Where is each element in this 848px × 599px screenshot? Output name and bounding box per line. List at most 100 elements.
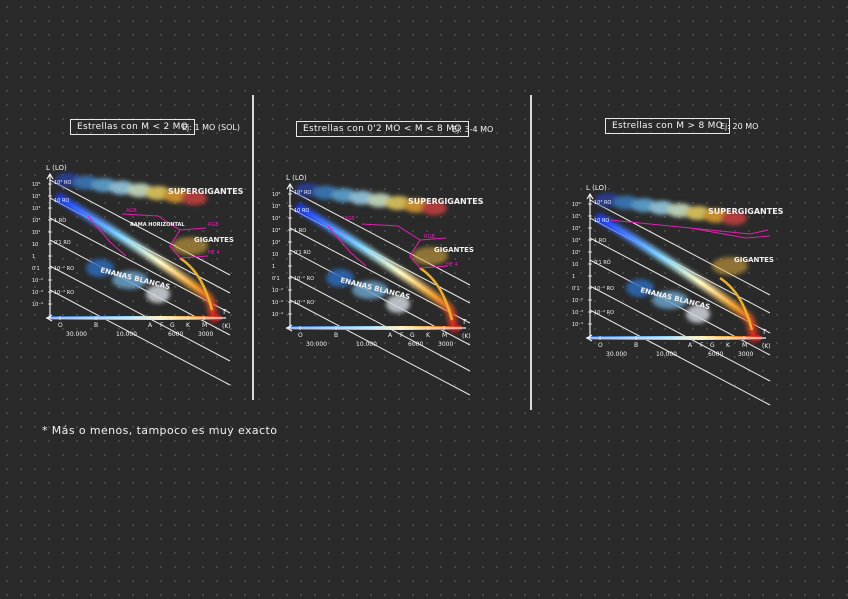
radius-line (289, 227, 471, 324)
y-axis-label: L (LO) (286, 174, 307, 182)
annotation-path (409, 239, 449, 269)
y-tick-label: 10⁻⁴ (572, 322, 583, 328)
annotation-path (609, 219, 769, 235)
white-dwarf-blob (112, 271, 148, 289)
axes (45, 172, 226, 322)
supergiant-band (55, 173, 207, 206)
radius-line (49, 179, 231, 276)
y-tick-label: 10⁵ (272, 204, 280, 210)
spectral-class-label: F (700, 342, 704, 349)
y-axis-arrow (286, 182, 294, 190)
spectral-class-label: K (426, 332, 431, 339)
white-dwarf-blob (686, 305, 710, 323)
annotation-paths (87, 213, 209, 259)
white-dwarf-band (326, 269, 410, 313)
temperature-label: 6000 (168, 331, 183, 338)
y-tick-label: 10³ (272, 228, 280, 234)
y-tick-label: 10⁻³ (572, 310, 583, 316)
annotation-label: AGB (344, 216, 355, 222)
annotation-label: RGB (208, 222, 219, 228)
spectral-class-label: O (298, 332, 303, 339)
panel-divider-2 (530, 95, 532, 410)
radius-line-label: 1 RO (294, 228, 306, 234)
radius-line-label: 0'1 RO (294, 250, 311, 256)
annotation-paths (609, 219, 771, 239)
radius-line-label: 10⁻³ RO (54, 290, 74, 296)
panel-example: Ej: 20 MO (720, 122, 759, 131)
radius-line-label: 10⁻² RO (294, 276, 314, 282)
y-axis-label: L (LO) (46, 164, 67, 172)
radius-line (589, 199, 771, 296)
temperature-label: 6000 (408, 341, 423, 348)
x-axis-arrow (285, 324, 293, 332)
radius-line-label: 10⁻³ RO (294, 300, 314, 306)
y-tick-label: 10⁻² (572, 298, 583, 304)
axes (285, 182, 466, 332)
giants-blob (412, 247, 448, 265)
spectral-class-label: A (688, 342, 693, 349)
region-label-giants: GIGANTES (434, 246, 474, 254)
radius-line (589, 237, 771, 334)
giants-blob (172, 237, 208, 255)
spectral-class-label: B (94, 322, 98, 329)
panel-title: Estrellas con M > 8 MO (605, 118, 731, 134)
spectral-class-label: M (742, 342, 747, 349)
region-label-supergiants: SUPERGIGANTES (408, 197, 484, 206)
supergiant-blob (181, 191, 207, 206)
y-tick-label: 10⁴ (272, 216, 280, 222)
y-tick-label: 10² (572, 250, 580, 256)
axes (585, 192, 766, 342)
y-tick-label: 10⁻² (32, 278, 43, 284)
supergiant-blob (721, 211, 747, 226)
annotation-label: AGB (126, 208, 137, 214)
radius-line (589, 285, 771, 382)
x-axis-label: T (221, 308, 227, 316)
spectral-class-label: A (148, 322, 153, 329)
y-tick-label: 10⁻⁴ (32, 302, 43, 308)
spectral-class-label: M (202, 322, 207, 329)
spectral-class-label: B (634, 342, 638, 349)
radius-line-label: 1 RO (594, 238, 606, 244)
radius-line-label: 0'1 RO (594, 260, 611, 266)
y-tick-label: 10⁴ (32, 206, 40, 212)
temperature-label: 10.000 (116, 331, 137, 338)
white-dwarf-band (626, 279, 710, 323)
y-tick-label: 10⁶ (272, 192, 280, 198)
temperature-label: 10.000 (356, 341, 377, 348)
y-tick-label: 10 (572, 262, 578, 268)
radius-line-label: 10 RO (54, 198, 69, 204)
white-dwarf-blob (626, 279, 654, 297)
radius-line (49, 265, 231, 362)
supergiant-blob (421, 201, 447, 216)
radius-line-label: 10⁻³ RO (594, 310, 614, 316)
white-dwarf-blob (146, 285, 170, 303)
region-label-supergiants: SUPERGIGANTES (168, 187, 244, 196)
y-tick-label: 0'1 (272, 276, 280, 282)
footnote: * Más o menos, tampoco es muy exacto (42, 424, 278, 437)
temperature-label: 10.000 (656, 351, 677, 358)
spectral-class-label: G (170, 322, 175, 329)
radius-line-label: 1 RO (54, 218, 66, 224)
y-tick-label: 10² (32, 230, 40, 236)
radius-line-label: 10 RO (594, 218, 609, 224)
temperature-label: 30.000 (606, 351, 627, 358)
y-tick-label: 10³ (572, 238, 580, 244)
spectral-class-label: M (442, 332, 447, 339)
evolution-track (179, 256, 214, 311)
temperature-label: 30.000 (306, 341, 327, 348)
annotation-label: RGB (424, 234, 435, 240)
y-tick-label: 0'1 (32, 266, 40, 272)
annotation-path (327, 225, 367, 267)
y-tick-label: 10⁻⁴ (272, 312, 283, 318)
y-tick-label: 10 (272, 252, 278, 258)
y-tick-label: 10⁻³ (272, 300, 283, 306)
y-tick-label: 0'1 (572, 286, 580, 292)
y-tick-label: 10² (272, 240, 280, 246)
y-tick-label: 10⁻² (272, 288, 283, 294)
y-tick-label: 10⁵ (32, 194, 40, 200)
spectral-class-label: F (400, 332, 404, 339)
spectral-class-label: B (334, 332, 338, 339)
annotation-path (361, 223, 447, 241)
